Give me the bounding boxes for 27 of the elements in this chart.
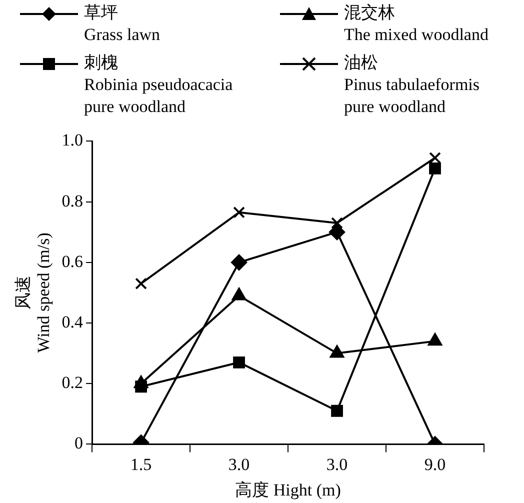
x-tick-label: 9.0	[424, 454, 446, 474]
point	[231, 254, 248, 270]
y-tick-label: 0.8	[62, 191, 84, 210]
legend-label: 刺槐 Robinia pseudoacacia pure woodland	[84, 52, 233, 118]
legend-label: 混交林 The mixed woodland	[344, 2, 488, 46]
point	[232, 288, 246, 300]
y-tick-label: 0.6	[62, 252, 84, 271]
y-tick-label: 0.4	[62, 312, 84, 332]
x-tick-label: 3.0	[326, 454, 348, 474]
x-tick-label: 3.0	[228, 454, 250, 474]
x-axis-title: 高度 Hight (m)	[235, 480, 341, 500]
y-tick-label: 1.0	[62, 130, 84, 150]
point	[233, 356, 245, 368]
point	[428, 333, 442, 346]
legend-label: 草坪 Grass lawn	[84, 2, 160, 46]
point	[233, 206, 245, 218]
legend-label: 油松 Pinus tabulaeformis pure woodland	[344, 52, 480, 118]
point	[429, 152, 441, 164]
point	[135, 278, 147, 290]
point	[329, 224, 346, 240]
y-tick-label: 0.2	[62, 373, 84, 392]
point	[331, 217, 343, 229]
point	[429, 162, 441, 174]
y-tick-label: 0	[74, 434, 84, 453]
y-axis-title: 风速 Wind speed (m/s)	[14, 232, 54, 353]
x-tick-label: 1.5	[130, 454, 152, 474]
point	[330, 345, 344, 358]
